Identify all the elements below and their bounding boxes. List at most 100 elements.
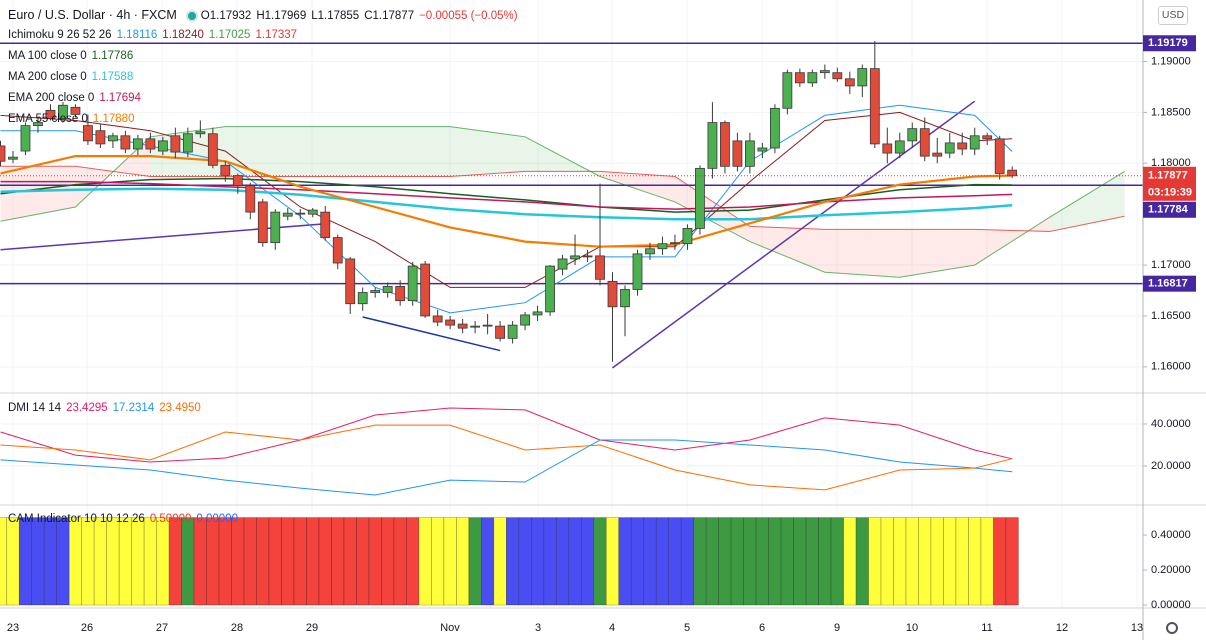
cam-bar — [543, 517, 557, 606]
candle-body — [969, 135, 980, 150]
cloud-span — [0, 165, 1125, 233]
x-tick-label: 3 — [535, 622, 541, 634]
cam-bar — [1005, 517, 1019, 606]
dmi-line — [0, 439, 1013, 496]
candle-body — [844, 78, 855, 87]
cam-bar — [880, 517, 894, 606]
candle-body — [832, 72, 843, 80]
cam-bar — [231, 517, 245, 606]
cam-bar — [618, 517, 632, 606]
candle-body — [957, 142, 968, 150]
cam-bar — [780, 517, 794, 606]
candle-body — [70, 106, 81, 115]
candle-body — [207, 133, 218, 166]
candle-body — [8, 156, 18, 160]
cam-bar — [93, 517, 107, 606]
cam-bar — [918, 517, 932, 606]
x-tick-label: Nov — [440, 622, 460, 634]
level-tag-label: 1.16817 — [1148, 278, 1188, 290]
cam-bar — [131, 517, 145, 606]
cam-bar — [843, 517, 857, 606]
candle-body — [482, 324, 493, 327]
candle-body — [782, 72, 793, 109]
cam-bar — [705, 517, 719, 606]
cam-bar — [793, 517, 807, 606]
y-tick-label: 1.18000 — [1151, 157, 1191, 169]
price-tag — [1143, 166, 1196, 201]
candle-body — [320, 211, 331, 238]
cam-bar — [768, 517, 782, 606]
candle-body — [345, 258, 356, 305]
x-tick-label: 23 — [7, 622, 19, 634]
candle-body — [907, 128, 918, 142]
cam-bar — [118, 517, 132, 606]
y-tick-label: 0.40000 — [1151, 529, 1191, 541]
y-tick-label: 1.18500 — [1151, 106, 1191, 118]
candle-body — [794, 72, 805, 84]
candle-body — [420, 263, 431, 317]
cam-bar — [381, 517, 395, 606]
candle-body — [894, 140, 905, 154]
x-tick-label: 28 — [231, 622, 243, 634]
cam-bar — [755, 517, 769, 606]
countdown: 03:19:39 — [1148, 187, 1192, 199]
cam-bar — [643, 517, 657, 606]
cam-bar — [818, 517, 832, 606]
cam-bar — [993, 517, 1007, 606]
candle-body — [994, 138, 1005, 174]
cam-bar — [306, 517, 320, 606]
cam-bar — [655, 517, 670, 606]
candle-body — [570, 255, 580, 260]
cam-bar — [281, 517, 295, 606]
cam-bar — [206, 517, 220, 606]
x-tick-label: 9 — [834, 622, 840, 634]
cam-bar — [81, 517, 95, 606]
cam-bar — [930, 517, 944, 606]
candle-body — [645, 248, 655, 255]
cam-bar — [518, 517, 532, 606]
cam-bar — [56, 517, 70, 606]
cam-bar — [193, 517, 207, 606]
y-tick-label: 20.0000 — [1151, 460, 1191, 472]
candle-body — [108, 135, 118, 142]
x-tick-label: 6 — [759, 622, 765, 634]
dmi-line — [0, 407, 1013, 463]
cam-bar — [743, 517, 757, 606]
candle-body — [370, 290, 381, 293]
candle-body — [20, 125, 31, 152]
level-tag-label: 1.17784 — [1148, 204, 1189, 216]
candle-body — [282, 212, 293, 217]
trend-line — [0, 222, 331, 251]
candle-body — [757, 147, 768, 152]
cam-bar — [456, 517, 470, 606]
cam-bar — [506, 517, 520, 606]
candle-body — [295, 212, 306, 215]
candle-body — [495, 325, 506, 339]
cam-bar — [18, 517, 33, 606]
candle-body — [819, 70, 830, 74]
cloud-fill — [824, 229, 900, 278]
settings-icon[interactable] — [1166, 622, 1178, 634]
cam-bar — [368, 517, 382, 606]
candle-body — [682, 228, 693, 245]
candle-body — [657, 243, 668, 250]
cam-bar — [680, 517, 694, 606]
candle-body — [769, 107, 780, 149]
cam-bar — [31, 517, 45, 606]
currency-button[interactable]: USD — [1158, 6, 1188, 25]
cam-bar — [855, 517, 869, 606]
trend-line — [612, 100, 976, 369]
cam-bar — [868, 517, 882, 606]
cam-bar — [693, 517, 707, 606]
x-tick-label: 11 — [981, 622, 992, 634]
cam-bar — [718, 517, 732, 606]
cam-bar — [343, 517, 357, 606]
y-tick-label: 0.20000 — [1151, 564, 1191, 576]
cloud-fill — [899, 229, 975, 278]
x-tick-label: 26 — [81, 622, 93, 634]
candle-body — [432, 315, 443, 323]
cam-bar — [218, 517, 232, 606]
x-tick-label: 12 — [1056, 622, 1068, 634]
cam-bar — [630, 517, 645, 606]
candle-body — [882, 143, 893, 154]
